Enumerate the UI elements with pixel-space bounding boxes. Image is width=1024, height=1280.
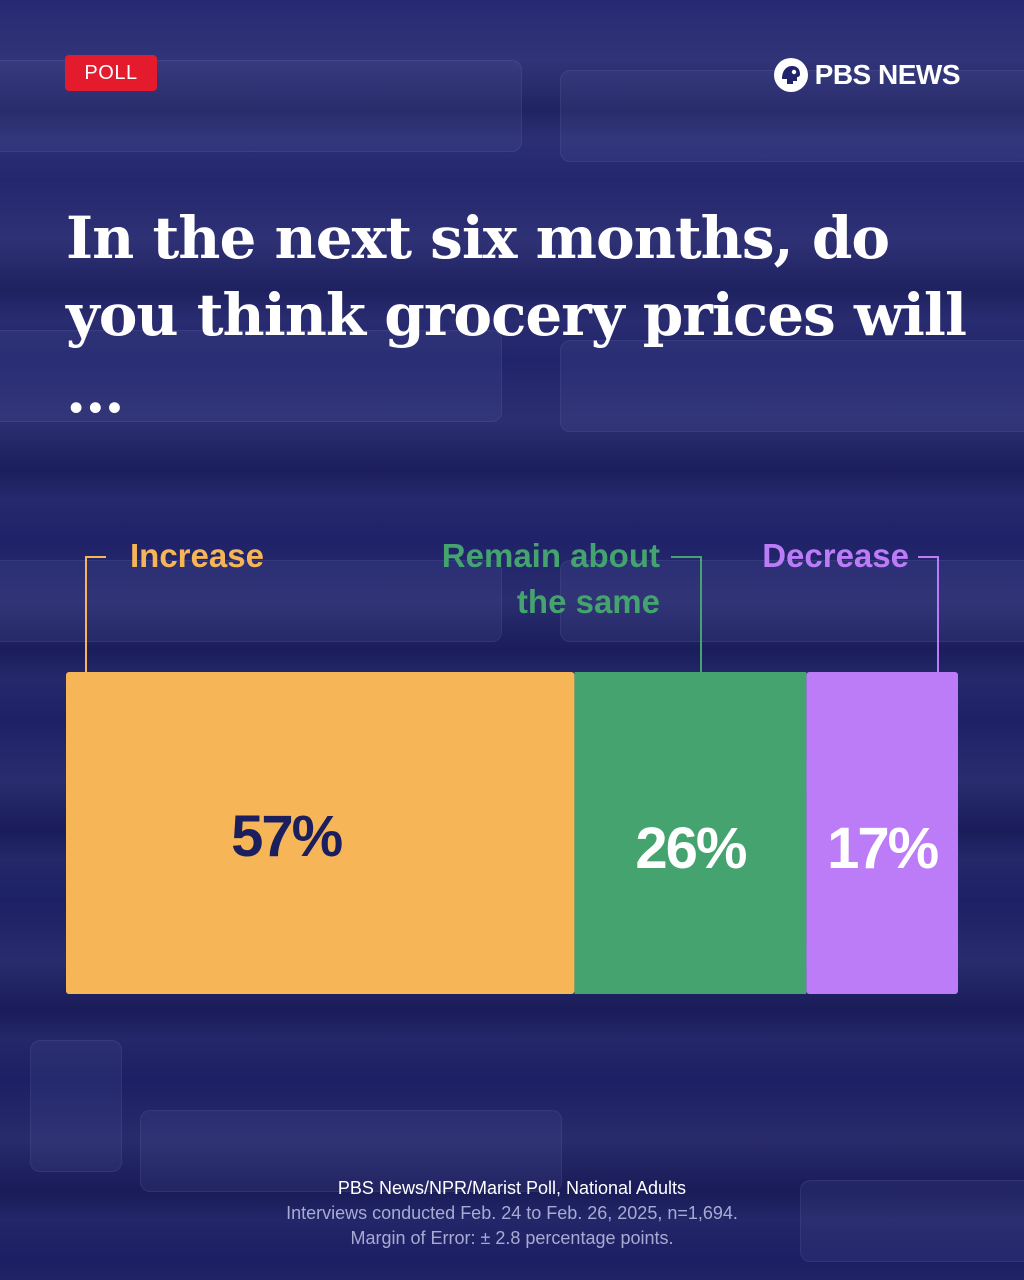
- data-label-increase: 57%: [231, 804, 343, 869]
- page-title: In the next six months, do you think gro…: [66, 204, 967, 426]
- source-line-2: Interviews conducted Feb. 24 to Feb. 26,…: [286, 1203, 738, 1223]
- source-note: PBS News/NPR/Marist Poll, National Adult…: [0, 1176, 1024, 1251]
- bar-segment-increase: [66, 672, 575, 994]
- leader-line-decrease: [918, 556, 939, 672]
- category-label-decrease: Decrease: [762, 537, 909, 574]
- category-label-remain-about-the-same-line-2: the same: [517, 583, 660, 620]
- poll-badge: POLL: [65, 55, 157, 91]
- category-label-remain-about-the-same-line-1: Remain about: [442, 537, 660, 574]
- data-label-decrease: 17%: [827, 816, 939, 881]
- category-label-increase: Increase: [130, 537, 264, 574]
- pbs-news-logo: PBS NEWS: [773, 56, 961, 94]
- source-line-1: PBS News/NPR/Marist Poll, National Adult…: [337, 1178, 687, 1198]
- bar-segment-remain-about-the-same: [574, 672, 807, 994]
- leader-line-remain-about-the-same: [671, 556, 702, 672]
- brand-name: PBS NEWS: [814, 59, 961, 90]
- source-line-3: Margin of Error: ± 2.8 percentage points…: [350, 1228, 674, 1248]
- pbs-head-logo-icon: [773, 58, 808, 92]
- bar-segment-decrease: [806, 672, 958, 994]
- data-label-remain-about-the-same: 26%: [635, 816, 747, 881]
- leader-line-increase: [85, 556, 106, 672]
